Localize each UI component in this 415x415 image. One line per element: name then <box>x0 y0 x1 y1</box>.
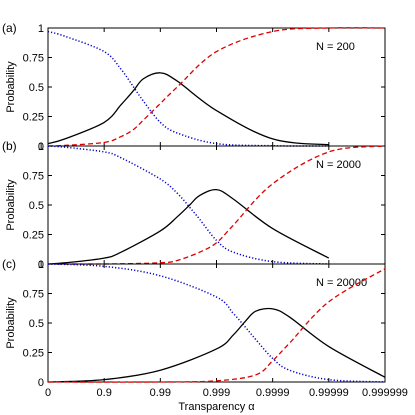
red-dashed-series <box>47 145 386 265</box>
y-tick-label: 1 <box>38 259 44 271</box>
y-tick-label: 0 <box>38 377 44 389</box>
y-tick-label: 0.75 <box>23 53 44 65</box>
x-tick-label: 0.99999 <box>309 387 349 399</box>
y-tick-label: 0.5 <box>29 82 44 94</box>
n-annotation: N = 20000 <box>316 277 367 289</box>
y-tick-label: 0.25 <box>23 112 44 124</box>
blue-dotted-series <box>47 145 329 265</box>
y-tick-label: 0.5 <box>29 318 44 330</box>
x-tick-label: 0.9999 <box>256 387 290 399</box>
black-solid-series <box>47 307 386 383</box>
y-axis-label: Probability <box>5 61 17 113</box>
x-tick-label: 0.999 <box>203 387 231 399</box>
panel-a: 0 0.25 0.5 0.75 1 Probability (a) N = 200 <box>2 21 386 153</box>
x-axis-label: Transparency α <box>178 401 255 413</box>
y-axis-label: Probability <box>5 297 17 349</box>
blue-dotted-series <box>47 30 329 147</box>
red-dashed-series <box>47 268 386 383</box>
panel-c: 0 0.25 0.5 0.75 1 Probability (c) N = 20000 0 0.9… <box>2 257 408 413</box>
x-tick-label: 0.99 <box>150 387 171 399</box>
y-tick-label: 0.75 <box>23 171 44 183</box>
blue-dotted-series <box>47 263 386 383</box>
y-tick-label: 1 <box>38 23 44 35</box>
black-solid-series <box>47 72 329 146</box>
y-tick-label: 0.75 <box>23 289 44 301</box>
x-tick-label: 0.999999 <box>362 387 408 399</box>
y-tick-label: 0.5 <box>29 200 44 212</box>
red-dashed-series <box>47 27 386 147</box>
y-tick-label: 0 <box>38 141 44 153</box>
black-solid-series <box>47 188 330 265</box>
y-axis-label: Probability <box>5 179 17 231</box>
panel-label: (a) <box>2 21 17 35</box>
x-tick-label: 0.9 <box>97 387 112 399</box>
n-annotation: N = 200 <box>316 41 355 53</box>
panel-label: (c) <box>2 257 16 271</box>
y-tick-label: 0 <box>38 259 44 271</box>
y-tick-label: 1 <box>38 141 44 153</box>
panel-b: 0 0.25 0.5 0.75 1 Probability (b) N = 2000 <box>2 139 386 271</box>
y-tick-label: 0.25 <box>23 348 44 360</box>
panel-label: (b) <box>2 139 17 153</box>
n-annotation: N = 2000 <box>316 159 361 171</box>
x-tick-label: 0 <box>45 387 51 399</box>
y-tick-label: 0.25 <box>23 230 44 242</box>
